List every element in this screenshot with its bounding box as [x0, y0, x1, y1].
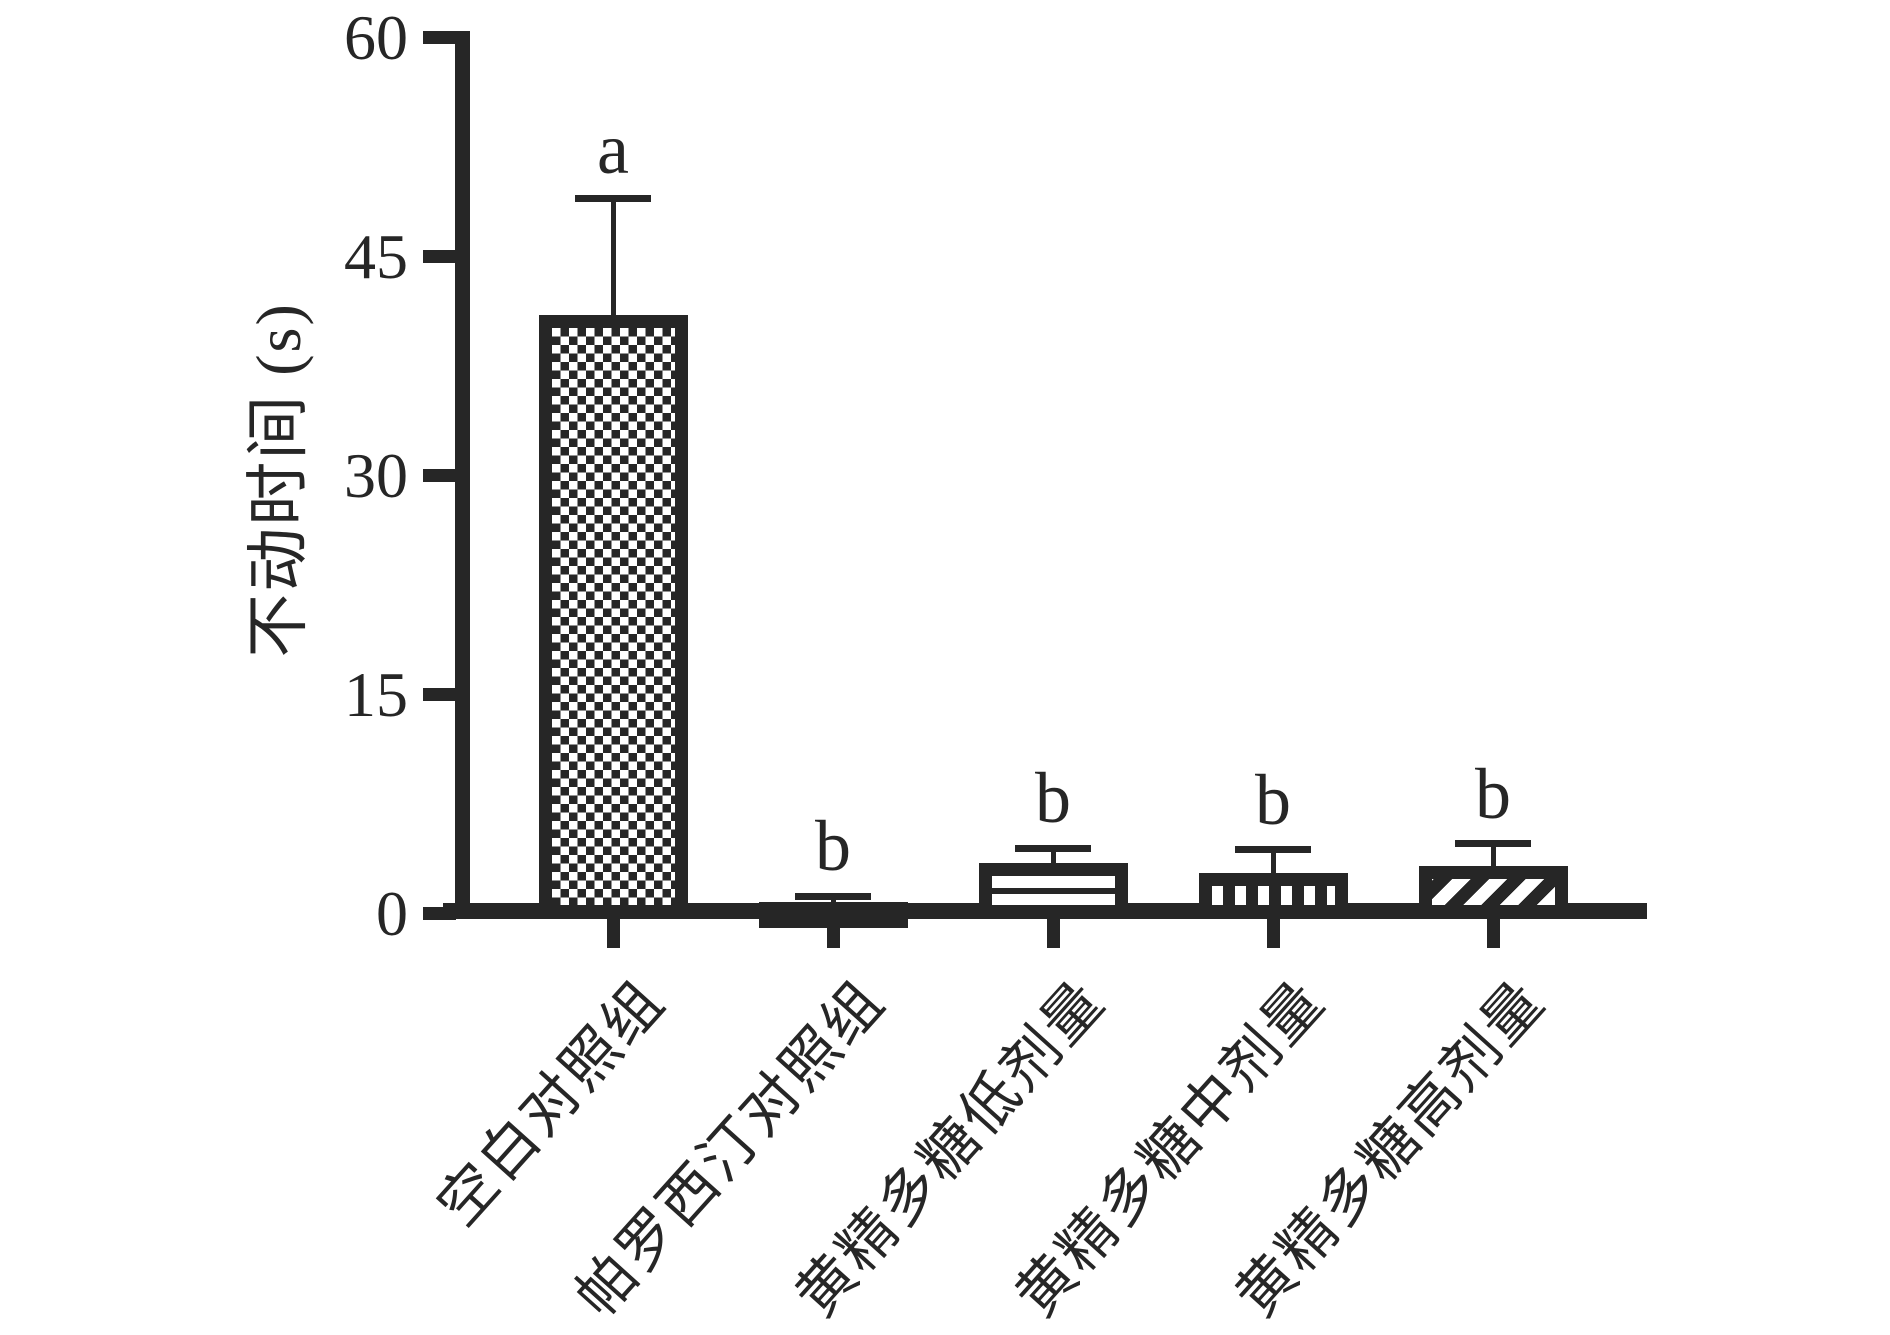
x-tick [826, 919, 840, 948]
y-tick-30 [423, 469, 456, 482]
error-bar-stem [1270, 849, 1276, 874]
bar-polysaccharide-high-dose [1418, 865, 1568, 918]
error-bar-cap [1455, 840, 1531, 848]
y-tick-15 [423, 688, 456, 701]
bar-blank-control [538, 315, 688, 918]
significance-letter: b [1255, 759, 1291, 840]
x-tick [606, 919, 620, 948]
y-tick-label-60: 60 [344, 2, 408, 73]
y-tick-0 [423, 907, 456, 920]
bar-polysaccharide-mid-dose [1198, 873, 1348, 918]
significance-letter: b [815, 806, 851, 887]
error-bar-cap [795, 892, 871, 900]
error-bar-stem [610, 198, 616, 316]
y-tick-60 [423, 31, 456, 44]
significance-letter: a [597, 108, 629, 189]
error-bar-stem [1490, 843, 1496, 866]
x-tick [1046, 919, 1060, 948]
y-tick-label-30: 30 [344, 440, 408, 511]
x-tick [1486, 919, 1500, 948]
y-tick-label-0: 0 [376, 878, 408, 949]
error-bar-cap [1015, 844, 1091, 852]
error-bar-stem [1050, 848, 1056, 863]
error-bar-cap [1235, 846, 1311, 854]
y-tick-45 [423, 250, 456, 263]
error-bar-cap [575, 195, 651, 203]
y-tick-label-15: 15 [344, 659, 408, 730]
y-axis-line [455, 31, 470, 919]
significance-letter: b [1035, 758, 1071, 839]
significance-letter: b [1475, 753, 1511, 834]
y-tick-label-45: 45 [344, 221, 408, 292]
x-tick [1266, 919, 1280, 948]
bar-polysaccharide-low-dose [978, 862, 1128, 918]
